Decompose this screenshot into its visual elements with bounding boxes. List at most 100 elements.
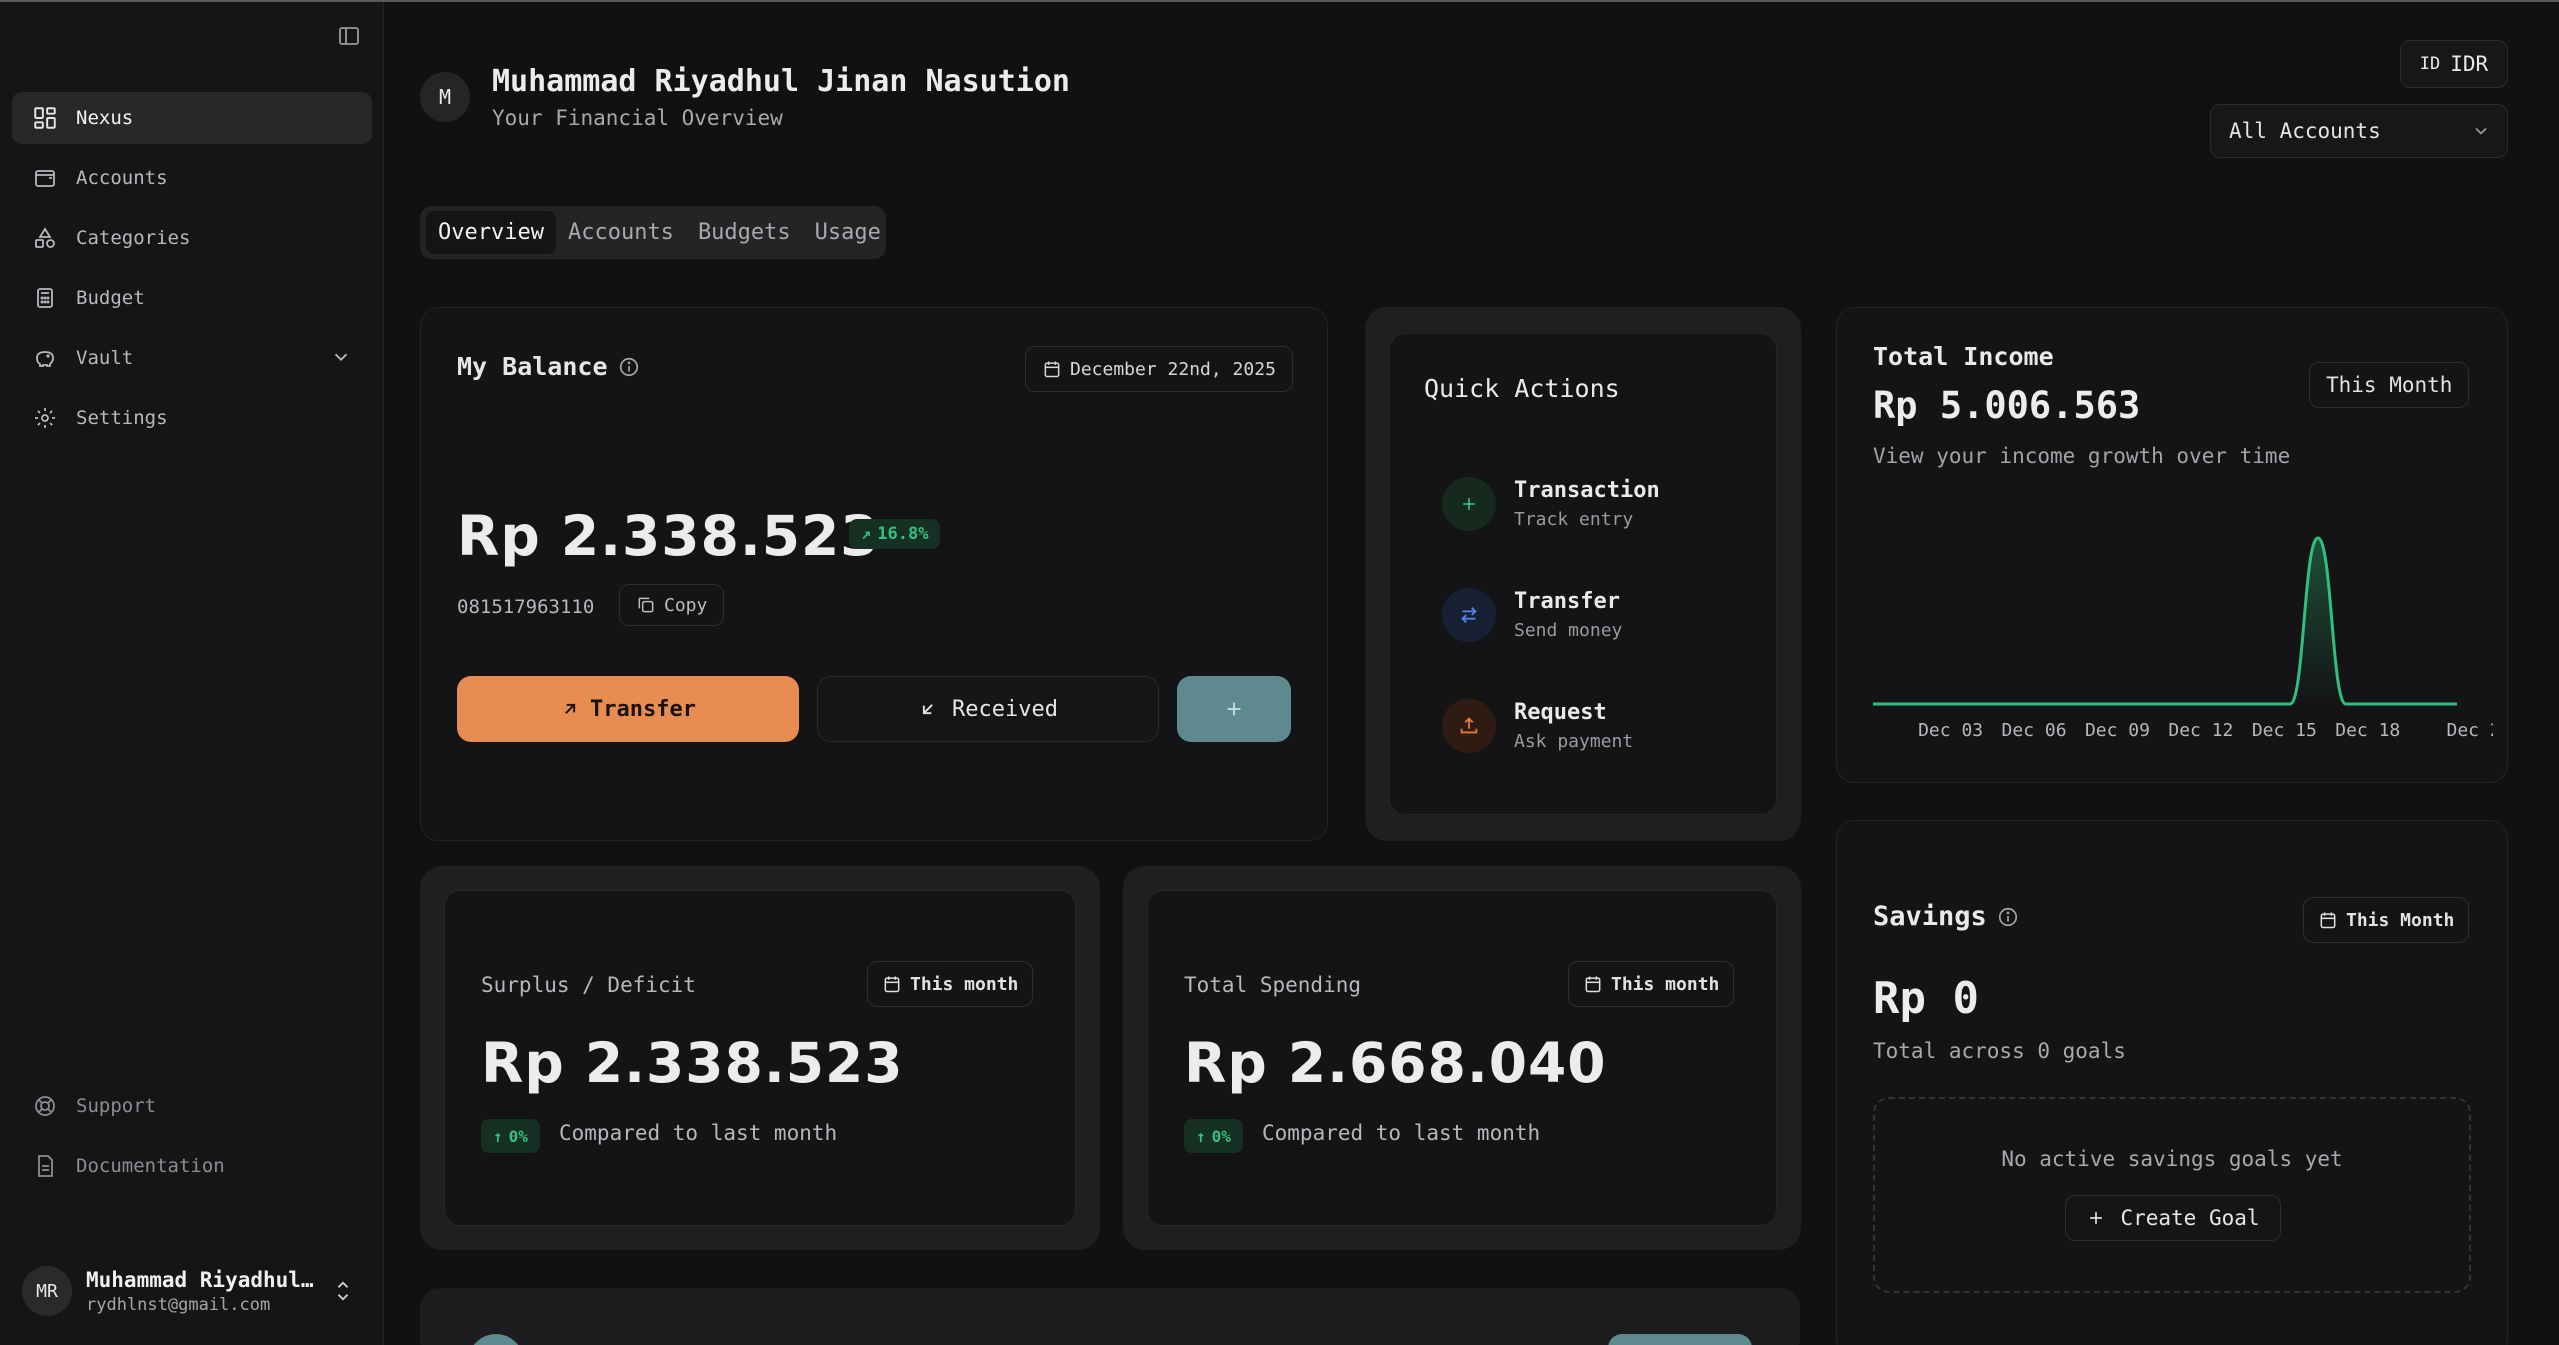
sidebar-item-label: Documentation bbox=[76, 1155, 225, 1177]
income-area bbox=[1873, 538, 2457, 704]
savings-period-button[interactable]: This Month bbox=[2303, 897, 2470, 943]
balance-card: My Balance December 22nd, 2025 Rp 2.338.… bbox=[420, 307, 1328, 841]
sidebar-item-documentation[interactable]: Documentation bbox=[12, 1140, 372, 1192]
sidebar-item-budget[interactable]: Budget bbox=[12, 272, 372, 324]
lifebuoy-icon bbox=[30, 1091, 60, 1121]
arrow-up-icon: ↑ bbox=[493, 1126, 503, 1146]
quick-action-transaction[interactable]: Transaction Track entry bbox=[1442, 464, 1742, 544]
quick-action-request[interactable]: Request Ask payment bbox=[1442, 686, 1742, 766]
period-label: This Month bbox=[2346, 909, 2455, 931]
currency-button[interactable]: ID IDR bbox=[2400, 40, 2508, 88]
chevron-down-icon bbox=[330, 346, 352, 373]
sidebar: Nexus Accounts Categories Budget Vault S… bbox=[0, 2, 384, 1345]
change-value: 16.8% bbox=[877, 524, 929, 544]
x-tick-label: Dec 06 bbox=[2002, 720, 2067, 741]
balance-amount: Rp 2.338.523 bbox=[457, 504, 880, 568]
income-chart: Dec 03 Dec 06 Dec 09 Dec 12 Dec 15 Dec 18 Dec … bbox=[1873, 536, 2493, 741]
income-title: Total Income bbox=[1873, 342, 2054, 371]
copy-label: Copy bbox=[664, 594, 708, 616]
transfer-label: Transfer bbox=[590, 696, 696, 722]
empty-state-text: No active savings goals yet bbox=[2001, 1147, 2343, 1171]
account-filter-select[interactable]: All Accounts bbox=[2210, 104, 2508, 158]
quick-actions-wrapper: Quick Actions Transaction Track entry Tra… bbox=[1365, 307, 1801, 841]
page-subtitle: Your Financial Overview bbox=[492, 106, 783, 130]
calendar-icon bbox=[2320, 912, 2336, 929]
sidebar-item-support[interactable]: Support bbox=[12, 1080, 372, 1132]
sidebar-item-label: Vault bbox=[76, 347, 134, 369]
piggy-bank-icon bbox=[30, 343, 60, 373]
quick-action-transfer[interactable]: Transfer Send money bbox=[1442, 575, 1742, 655]
tab-budgets[interactable]: Budgets bbox=[697, 220, 791, 245]
transfer-button[interactable]: Transfer bbox=[457, 676, 799, 742]
create-goal-button[interactable]: Create Goal bbox=[2065, 1195, 2281, 1241]
info-icon[interactable] bbox=[1997, 906, 2019, 928]
quick-action-label: Transaction bbox=[1514, 478, 1660, 503]
sidebar-item-nexus[interactable]: Nexus bbox=[12, 92, 372, 144]
calendar-icon bbox=[1585, 976, 1601, 993]
account-number: 081517963110 bbox=[457, 596, 595, 618]
calculator-icon bbox=[30, 283, 60, 313]
quick-action-label: Transfer bbox=[1514, 589, 1620, 614]
income-period-button[interactable]: This Month bbox=[2309, 362, 2470, 408]
upload-icon bbox=[1442, 699, 1496, 753]
period-label: This month bbox=[910, 973, 1019, 995]
tab-accounts[interactable]: Accounts bbox=[567, 220, 674, 245]
change-badge: ↑ 0% bbox=[481, 1119, 540, 1153]
section-avatar bbox=[468, 1334, 524, 1345]
document-icon bbox=[30, 1151, 60, 1181]
user-name: Muhammad Riyadhul… bbox=[86, 1267, 314, 1292]
calendar-icon bbox=[1044, 361, 1060, 378]
copy-button[interactable]: Copy bbox=[619, 584, 725, 626]
quick-actions-title: Quick Actions bbox=[1424, 374, 1620, 403]
add-button[interactable] bbox=[1177, 676, 1291, 742]
plus-icon bbox=[1227, 702, 1241, 716]
page-title: Muhammad Riyadhul Jinan Nasution bbox=[492, 64, 1070, 99]
user-email: rydhlnst@gmail.com bbox=[86, 1294, 271, 1315]
x-tick-label: Dec 18 bbox=[2335, 720, 2400, 741]
quick-action-sub: Ask payment bbox=[1514, 731, 1634, 752]
received-button[interactable]: Received bbox=[817, 676, 1159, 742]
savings-card: Savings This Month Rp 0 Total across 0 g… bbox=[1836, 820, 2508, 1345]
quick-action-label: Request bbox=[1514, 700, 1607, 725]
x-tick-label: Dec 15 bbox=[2252, 720, 2317, 741]
surplus-period-button[interactable]: This month bbox=[867, 961, 1034, 1007]
sidebar-item-categories[interactable]: Categories bbox=[12, 212, 372, 264]
section-action-button[interactable] bbox=[1608, 1334, 1752, 1345]
account-filter-value: All Accounts bbox=[2229, 119, 2381, 143]
wallet-icon bbox=[30, 163, 60, 193]
date-picker-button[interactable]: December 22nd, 2025 bbox=[1025, 346, 1293, 392]
savings-title: Savings bbox=[1873, 901, 2019, 932]
sidebar-toggle-icon[interactable] bbox=[337, 24, 361, 48]
income-card: Total Income Rp 5.006.563 View your inco… bbox=[1836, 307, 2508, 783]
surplus-wrapper: Surplus / Deficit This month Rp 2.338.52… bbox=[420, 866, 1100, 1250]
gear-icon bbox=[30, 403, 60, 433]
tab-bar: Overview Accounts Budgets Usage bbox=[420, 206, 886, 259]
window-top-border bbox=[0, 0, 2559, 2]
spending-period-button[interactable]: This month bbox=[1568, 961, 1735, 1007]
user-menu[interactable]: MR Muhammad Riyadhul… rydhlnst@gmail.com bbox=[22, 1260, 362, 1322]
sidebar-nav: Nexus Accounts Categories Budget Vault S… bbox=[12, 92, 372, 452]
x-tick-label: Dec 12 bbox=[2168, 720, 2233, 741]
avatar: M bbox=[420, 72, 470, 122]
create-goal-label: Create Goal bbox=[2120, 1206, 2260, 1230]
received-label: Received bbox=[952, 696, 1058, 722]
change-badge: ↑ 0% bbox=[1184, 1119, 1243, 1153]
sidebar-item-settings[interactable]: Settings bbox=[12, 392, 372, 444]
tab-overview[interactable]: Overview bbox=[426, 211, 556, 254]
date-value: December 22nd, 2025 bbox=[1070, 358, 1276, 380]
info-icon[interactable] bbox=[618, 356, 640, 378]
change-badge: ↗ 16.8% bbox=[849, 519, 941, 549]
period-label: This month bbox=[1611, 973, 1720, 995]
compare-text: Compared to last month bbox=[559, 1121, 838, 1145]
spending-card: Total Spending This month Rp 2.668.040 ↑… bbox=[1147, 890, 1777, 1226]
sidebar-item-label: Categories bbox=[76, 227, 191, 249]
sidebar-item-accounts[interactable]: Accounts bbox=[12, 152, 372, 204]
change-value: 0% bbox=[1211, 1126, 1231, 1146]
tab-usage[interactable]: Usage bbox=[814, 220, 881, 245]
sidebar-item-vault[interactable]: Vault bbox=[12, 332, 372, 384]
arrow-up-icon: ↑ bbox=[1196, 1126, 1206, 1146]
change-value: 0% bbox=[508, 1126, 528, 1146]
surplus-amount: Rp 2.338.523 bbox=[481, 1031, 904, 1095]
compare-text: Compared to last month bbox=[1262, 1121, 1541, 1145]
chevrons-up-down-icon bbox=[332, 1278, 354, 1308]
